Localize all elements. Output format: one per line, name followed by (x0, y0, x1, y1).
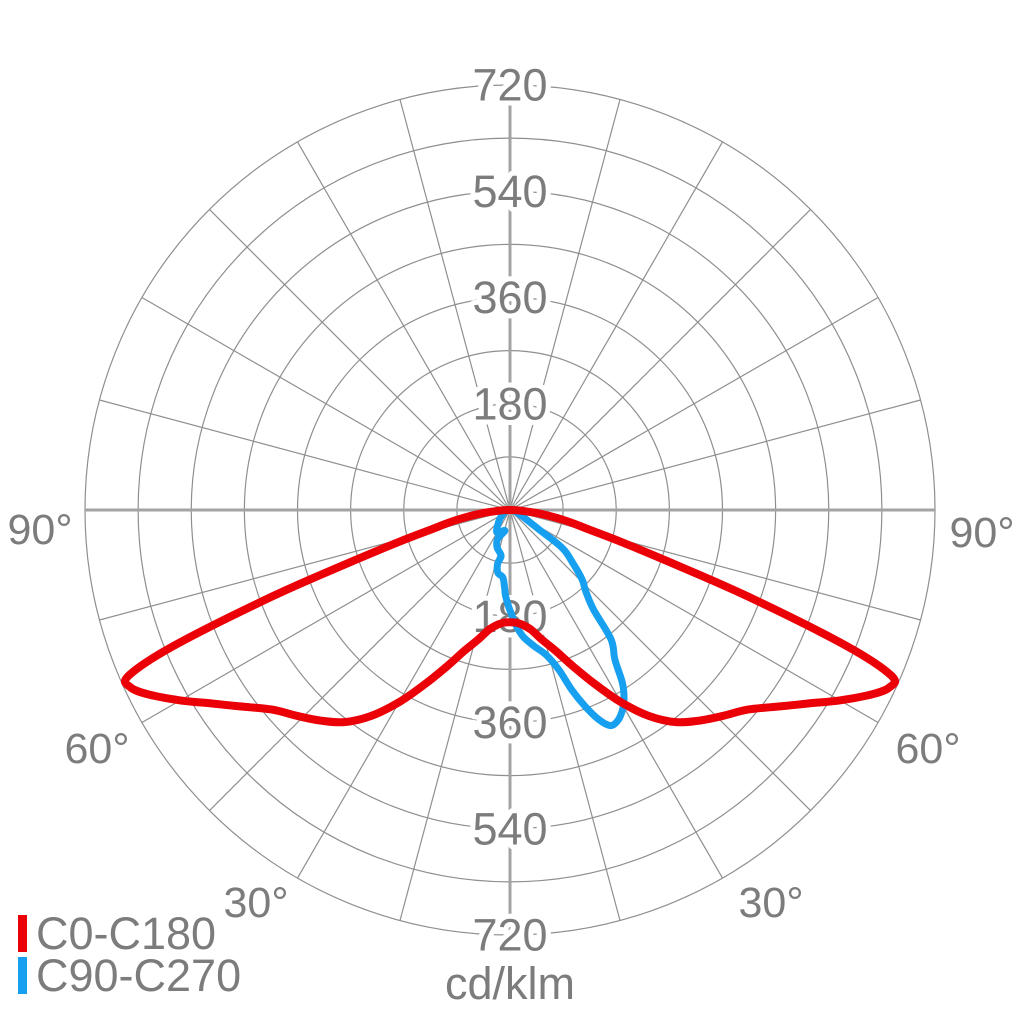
angle-tick-label: 30° (738, 879, 803, 927)
curve-c90-c270 (493, 506, 628, 730)
angle-tick-label: 90° (7, 506, 72, 554)
angle-tick-label: 60° (895, 725, 960, 773)
legend: C0-C180 C90-C270 (18, 907, 242, 1001)
legend-label-c0-c180: C0-C180 (36, 907, 217, 959)
radial-tick-label: 720 (472, 910, 547, 961)
radial-tick-label: 360 (472, 272, 547, 323)
angle-tick-label: 60° (64, 725, 129, 773)
legend-swatch-c0-c180 (18, 914, 27, 952)
legend-swatch-c90-c270 (18, 956, 27, 994)
legend-item-c90-c270: C90-C270 (18, 949, 242, 1001)
angle-tick-label: 90° (949, 509, 1014, 557)
curve-c0-c180 (120, 506, 900, 727)
radial-tick-label: 540 (472, 803, 547, 854)
radial-tick-label: 540 (472, 166, 547, 217)
legend-label-c90-c270: C90-C270 (36, 949, 242, 1001)
radial-tick-label: 180 (472, 378, 547, 429)
angle-tick-label: 30° (223, 879, 288, 927)
unit-label: cd/klm (444, 958, 576, 1009)
radial-tick-label: 720 (472, 60, 547, 111)
legend-item-c0-c180: C0-C180 (18, 907, 241, 959)
radial-tick-label: 360 (472, 697, 547, 748)
